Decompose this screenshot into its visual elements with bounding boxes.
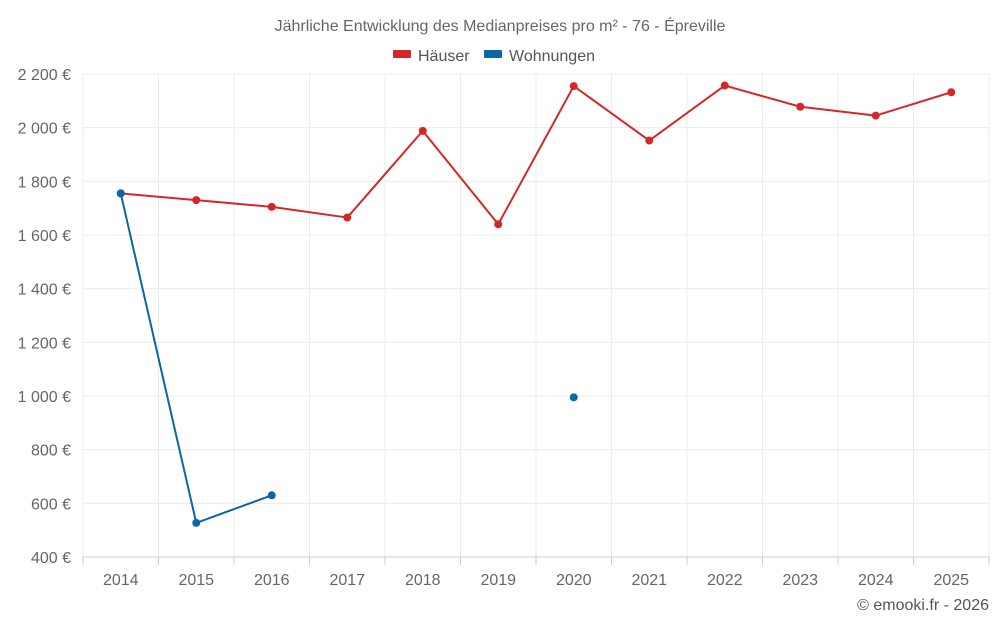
series-line-haeuser bbox=[120, 84, 952, 226]
x-axis: 2014 2015 2016 2017 2018 2019 2020 2021 2022 2023… bbox=[82, 556, 990, 589]
series bbox=[116, 81, 956, 527]
x-tick-label: 2021 bbox=[631, 572, 667, 589]
x-tick-label: 2017 bbox=[329, 572, 365, 589]
legend-swatch-haeuser bbox=[393, 50, 411, 58]
y-tick-label: 2 200 € bbox=[18, 67, 71, 84]
series-line-wohnungen bbox=[119, 193, 273, 524]
y-axis: 400 € 600 € 800 € 1 000 € 1 200 € 1 400 € 1 60… bbox=[18, 67, 71, 567]
data-point-wohnungen[interactable] bbox=[267, 491, 276, 500]
data-point-haeuser[interactable] bbox=[947, 88, 956, 97]
legend-item-wohnungen[interactable]: Wohnungen bbox=[484, 48, 595, 65]
data-point-wohnungen[interactable] bbox=[569, 393, 578, 402]
chart-title: Jährliche Entwicklung des Medianpreises … bbox=[275, 16, 726, 35]
data-point-haeuser[interactable] bbox=[192, 196, 201, 205]
x-tick-label: 2024 bbox=[858, 572, 894, 589]
y-tick-label: 1 200 € bbox=[18, 335, 71, 352]
x-tick-label: 2015 bbox=[178, 572, 214, 589]
credit: © emooki.fr - 2026 bbox=[857, 597, 989, 614]
y-tick-label: 600 € bbox=[31, 496, 71, 513]
y-tick-label: 1 000 € bbox=[18, 389, 71, 406]
x-tick-label: 2016 bbox=[254, 572, 290, 589]
data-point-haeuser[interactable] bbox=[871, 111, 880, 120]
legend: Häuser Wohnungen bbox=[393, 48, 595, 65]
data-point-haeuser[interactable] bbox=[418, 126, 427, 135]
x-tick-label: 2019 bbox=[480, 572, 516, 589]
data-point-haeuser[interactable] bbox=[569, 82, 578, 91]
x-tick-label: 2020 bbox=[556, 572, 592, 589]
series-wohnungen bbox=[116, 189, 578, 527]
data-point-haeuser[interactable] bbox=[494, 220, 503, 229]
y-tick-label: 400 € bbox=[31, 550, 71, 567]
y-tick-label: 800 € bbox=[31, 443, 71, 460]
x-tick-label: 2022 bbox=[707, 572, 743, 589]
data-point-haeuser[interactable] bbox=[720, 81, 729, 90]
y-tick-label: 2 000 € bbox=[18, 121, 71, 138]
grid bbox=[82, 73, 990, 557]
data-point-haeuser[interactable] bbox=[267, 202, 276, 211]
legend-swatch-wohnungen bbox=[484, 50, 502, 58]
legend-label-haeuser: Häuser bbox=[418, 48, 470, 65]
legend-item-haeuser[interactable]: Häuser bbox=[393, 48, 470, 65]
data-point-wohnungen[interactable] bbox=[116, 189, 125, 198]
x-tick-label: 2025 bbox=[933, 572, 969, 589]
data-point-wohnungen[interactable] bbox=[192, 518, 201, 527]
y-tick-label: 1 600 € bbox=[18, 228, 71, 245]
x-tick-label: 2014 bbox=[103, 572, 139, 589]
y-tick-label: 1 400 € bbox=[18, 282, 71, 299]
data-point-haeuser[interactable] bbox=[645, 136, 654, 145]
data-point-haeuser[interactable] bbox=[796, 102, 805, 111]
data-point-haeuser[interactable] bbox=[343, 213, 352, 222]
x-tick-label: 2023 bbox=[782, 572, 818, 589]
x-tick-label: 2018 bbox=[405, 572, 441, 589]
legend-label-wohnungen: Wohnungen bbox=[509, 48, 595, 65]
y-tick-label: 1 800 € bbox=[18, 174, 71, 191]
